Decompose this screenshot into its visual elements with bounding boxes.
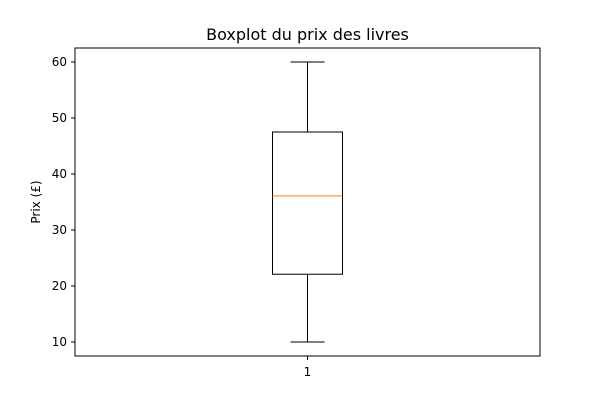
box-iqr xyxy=(272,131,343,275)
y-tick-label: 60 xyxy=(52,55,67,69)
axis-ticks: 10 20 30 40 50 60 1 xyxy=(52,55,312,379)
plot-area-frame xyxy=(74,47,541,357)
box-group xyxy=(272,61,343,343)
y-tick-label: 10 xyxy=(52,335,67,349)
y-axis-label: Prix (£) xyxy=(29,180,43,223)
y-tick-label: 50 xyxy=(52,111,67,125)
chart-title: Boxplot du prix des livres xyxy=(206,25,409,44)
y-tick-label: 40 xyxy=(52,167,67,181)
y-tick-label: 30 xyxy=(52,223,67,237)
x-tick-label: 1 xyxy=(304,365,312,379)
y-tick-label: 20 xyxy=(52,279,67,293)
